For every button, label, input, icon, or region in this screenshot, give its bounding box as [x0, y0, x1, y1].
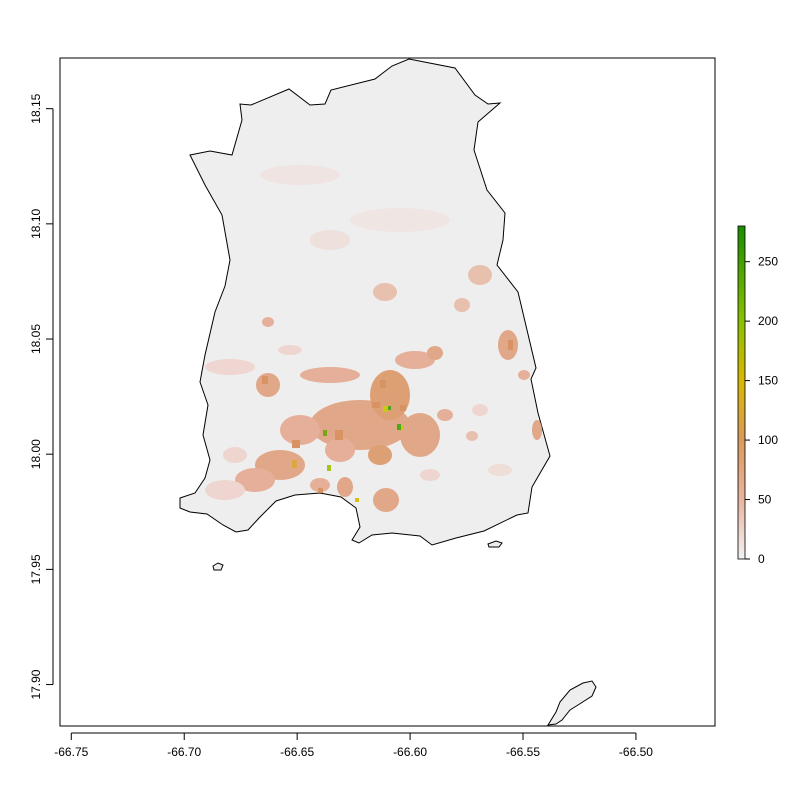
x-tick-label: -66.70	[167, 745, 201, 759]
y-tick-label: 18.05	[29, 324, 43, 354]
legend-tick-label: 100	[758, 433, 778, 447]
y-tick-label: 18.15	[29, 93, 43, 123]
y-tick-label: 18.00	[29, 439, 43, 469]
legend-ticks: 0 50 100 150 200 250	[745, 255, 778, 566]
legend-colorbar	[737, 225, 746, 560]
x-tick-label: -66.60	[393, 745, 427, 759]
legend-tick-label: 250	[758, 255, 778, 269]
raster-patches	[205, 165, 542, 512]
y-tick-label: 17.90	[29, 669, 43, 699]
islet-east	[487, 540, 503, 548]
plot-frame	[59, 57, 716, 727]
x-tick-label: -66.65	[280, 745, 314, 759]
legend-tick-label: 0	[758, 552, 765, 566]
x-tick-label: -66.50	[619, 745, 653, 759]
legend-tick-label: 200	[758, 314, 778, 328]
y-axis: 17.90 17.95 18.00 18.05 18.10 18.15	[29, 93, 54, 700]
legend-tick-label: 150	[758, 374, 778, 388]
y-tick-label: 17.95	[29, 554, 43, 584]
caja-de-muertos-island	[547, 680, 597, 726]
islet-west	[212, 562, 224, 571]
legend-tick-label: 50	[758, 493, 772, 507]
x-axis: -66.75 -66.70 -66.65 -66.60 -66.55 -66.50	[54, 732, 653, 759]
y-tick-label: 18.10	[29, 209, 43, 239]
x-tick-label: -66.75	[54, 745, 88, 759]
x-tick-label: -66.55	[506, 745, 540, 759]
